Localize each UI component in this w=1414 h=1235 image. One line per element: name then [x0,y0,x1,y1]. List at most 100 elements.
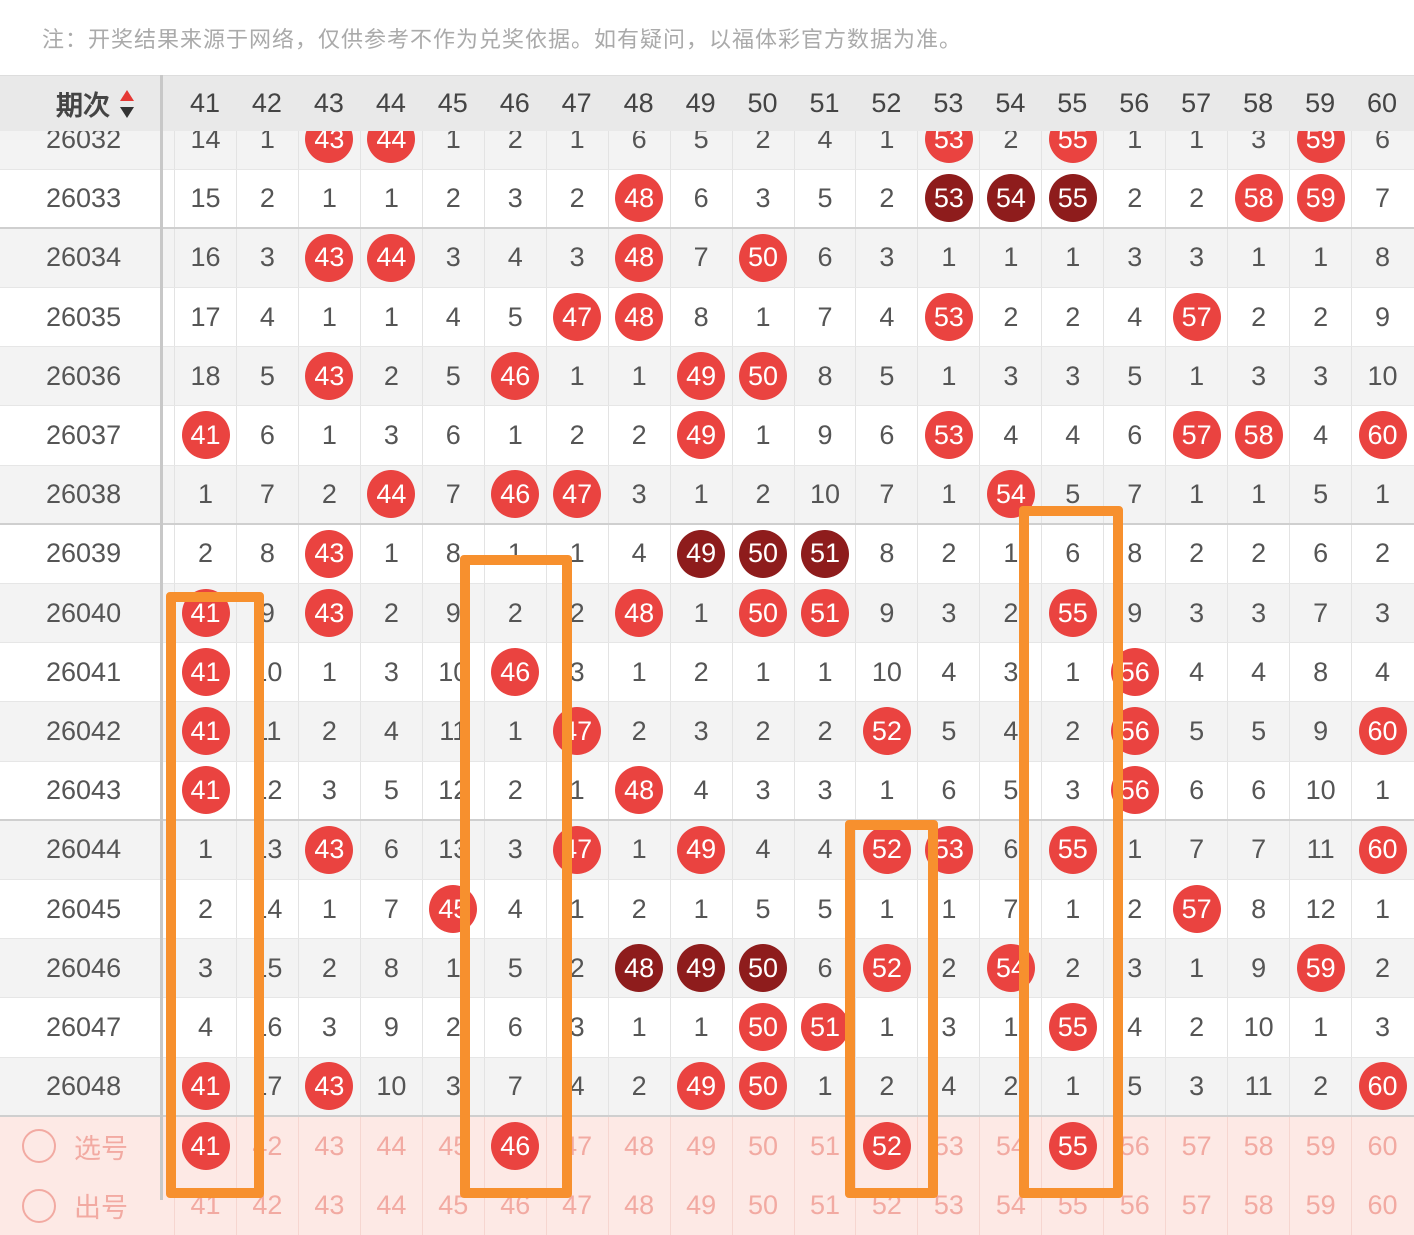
cell: 4 [1103,288,1165,347]
cell: 1 [545,524,608,583]
cell: 2 [607,880,670,939]
pick-number[interactable]: 60 [1367,1130,1398,1161]
drawn-ball: 58 [1234,174,1283,223]
omission-count: 3 [1065,774,1081,805]
omission-count: 4 [941,1070,957,1101]
omission-count: 18 [190,360,221,391]
cell: 50 [731,347,794,406]
pick-cell: 53 [917,1116,979,1176]
cell: 59 [1289,939,1351,998]
omission-count: 1 [631,656,647,687]
sort-icon[interactable] [118,88,136,120]
page: 注：开奖结果来源于网络，仅供参考不作为兑奖依据。如有疑问，以福体彩官方数据为准。… [0,27,1414,1235]
cell: 2 [731,702,794,761]
cell: 1 [545,110,608,169]
pick-number[interactable]: 58 [1243,1130,1274,1161]
omission-count: 8 [1127,538,1143,569]
drawn-ball: 48 [615,766,664,815]
omission-count: 1 [1189,360,1205,391]
omission-count: 3 [1065,360,1081,391]
omission-count: 3 [1251,597,1267,628]
cell: 2 [855,169,917,227]
cell: 5 [669,110,732,169]
omission-count: 2 [755,123,771,154]
cell: 47 [545,288,608,347]
omission-count: 8 [445,538,461,569]
next-number: 57 [1181,1190,1212,1221]
selected-ball[interactable]: 41 [181,1122,230,1171]
cell: 4 [917,1057,979,1115]
omission-count: 1 [1375,893,1391,924]
cell: 2 [669,643,732,702]
pick-number[interactable]: 56 [1119,1130,1150,1161]
cell: 2 [1041,939,1103,998]
pick-radio[interactable] [22,1129,56,1164]
selected-ball[interactable]: 52 [862,1122,911,1171]
column-header: 44 [375,88,406,118]
cell: 2 [793,702,856,761]
selected-ball[interactable]: 55 [1048,1122,1097,1171]
cell: 41 [174,702,236,761]
cell: 1 [1103,820,1165,879]
pick-number[interactable]: 43 [314,1130,345,1161]
pick-number[interactable]: 48 [624,1130,655,1161]
pick-number[interactable]: 53 [933,1130,964,1161]
omission-count: 7 [879,478,895,509]
cell: 1 [979,524,1041,583]
pick-cell: 50 [731,1116,794,1176]
cell: 5 [1289,465,1351,523]
pick-number[interactable]: 57 [1181,1130,1212,1161]
drawn-ball: 41 [181,648,230,697]
cell: 2 [607,406,670,465]
pick-number[interactable]: 59 [1305,1130,1336,1161]
omission-count: 3 [631,478,647,509]
cell: 2 [545,584,608,643]
pick-number[interactable]: 44 [376,1130,407,1161]
drawn-ball: 55 [1048,825,1097,874]
omission-count: 9 [1313,715,1329,746]
selected-ball[interactable]: 46 [491,1122,540,1171]
cell: 4 [483,228,546,287]
omission-count: 4 [1065,419,1081,450]
cell: 52 [855,939,917,998]
omission-count: 7 [445,478,461,509]
column-header: 53 [933,88,964,118]
cell: 3 [545,228,608,287]
cell: 49 [669,347,732,406]
cell: 2 [483,584,546,643]
cell: 1 [1165,347,1227,406]
cell: 8 [235,524,298,583]
pick-number[interactable]: 51 [809,1130,841,1161]
cell: 1 [1351,465,1413,523]
omission-count: 2 [569,182,585,213]
omission-count: 4 [445,301,461,332]
omission-count: 1 [197,834,214,865]
omission-count: 8 [817,360,833,391]
omission-count: 2 [631,419,647,450]
omission-count: 4 [507,242,523,273]
draw-row: 26036 18 5 43 2 5 46 1 1 49 50 8 5 1 3 3 5 1 3 3 10 [0,347,1414,407]
drawn-ball: 50 [739,233,788,282]
omission-count: 4 [1313,419,1329,450]
cell: 4 [979,406,1041,465]
cell: 2 [1165,998,1227,1057]
cell: 48 [607,761,670,819]
omission-count: 5 [755,893,771,924]
pick-label: 选号 [0,1117,162,1176]
pick-number[interactable]: 50 [748,1130,779,1161]
cell: 1 [607,643,670,702]
drawn-ball: 52 [862,707,911,756]
column-header: 55 [1057,88,1088,118]
omission-count: 2 [1251,538,1267,569]
cell: 1 [483,702,546,761]
cell: 10 [1289,761,1351,819]
pick-number[interactable]: 49 [686,1130,717,1161]
cell: 5 [1227,702,1289,761]
omission-count: 5 [693,123,709,154]
cell: 58 [1227,169,1289,227]
omission-count: 2 [507,774,523,805]
cell: 46 [483,347,546,406]
cell: 7 [793,288,856,347]
omission-count: 1 [755,419,771,450]
drawn-ball: 43 [305,233,354,282]
